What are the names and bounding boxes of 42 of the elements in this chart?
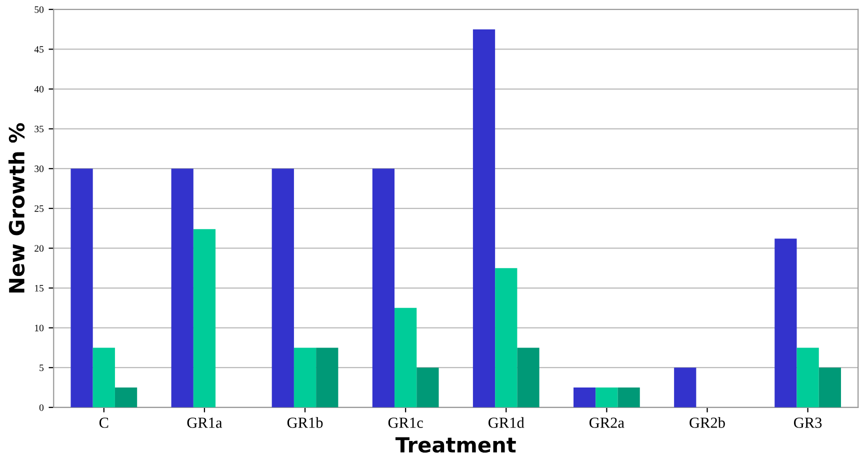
- bar: [495, 268, 518, 408]
- x-tick-label: GR1a: [187, 418, 222, 428]
- bar: [372, 168, 395, 408]
- bar: [114, 388, 138, 408]
- bar: [574, 388, 596, 408]
- x-tick-label: GR1b: [287, 417, 323, 428]
- y-tick-label: 10: [35, 324, 44, 332]
- y-tick-label: 20: [34, 245, 44, 252]
- bar: [394, 308, 417, 408]
- bar: [272, 168, 294, 408]
- y-tick-label: 5: [40, 364, 44, 372]
- bar: [416, 368, 439, 408]
- bar: [294, 348, 316, 408]
- x-tick-label: GR3: [794, 418, 822, 428]
- bar: [193, 229, 216, 408]
- bar: [316, 348, 338, 408]
- y-tick-label: 25: [34, 205, 44, 212]
- y-tick-label: 45: [34, 46, 44, 53]
- y-tick-label: 50: [34, 6, 44, 13]
- y-tick-label: 35: [34, 126, 44, 132]
- bar: [517, 348, 540, 408]
- y-tick-label: 30: [34, 166, 44, 172]
- bar: [171, 168, 194, 408]
- y-tick-label: 40: [34, 86, 44, 92]
- x-tick-label: C: [99, 418, 108, 428]
- x-axis-title: Treatment: [395, 437, 516, 453]
- x-tick-label: GR1d: [488, 417, 524, 428]
- bar: [472, 29, 496, 408]
- bar: [674, 368, 696, 408]
- bar: [92, 348, 115, 408]
- x-tick-label: GR2a: [589, 418, 624, 428]
- x-tick-label: GR1c: [388, 418, 423, 428]
- x-tick-label: GR2b: [690, 417, 725, 428]
- bar: [70, 168, 93, 408]
- bar: [796, 348, 819, 408]
- y-tick-label: 15: [35, 284, 44, 292]
- bar: [818, 368, 841, 408]
- y-tick-label: 0: [39, 404, 44, 411]
- y-axis-title: New Growth %: [8, 123, 25, 292]
- bar: [618, 388, 640, 408]
- bar: [596, 388, 618, 408]
- bar: [774, 238, 797, 408]
